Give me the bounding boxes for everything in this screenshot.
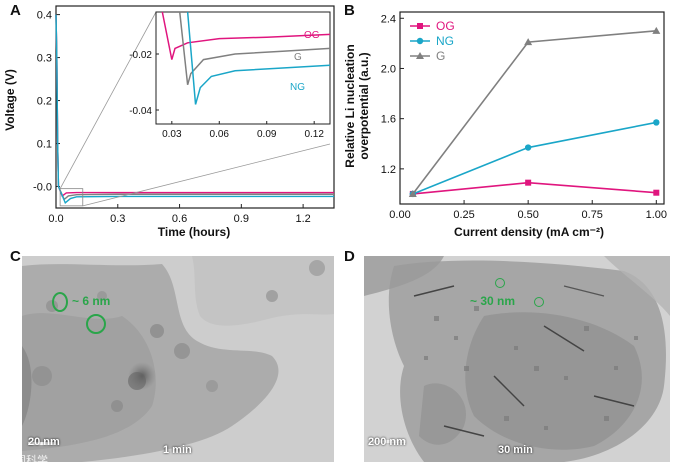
chart-a-xtick-label: 0.3 [110, 213, 125, 225]
tem-texture-c [22, 256, 334, 462]
chart-b-legend-marker [416, 52, 424, 59]
chart-b-legend-label: NG [436, 34, 454, 48]
chart-a-inset-ytick-label: -0.02 [129, 50, 152, 61]
chart-b-ylabel-line2: overpotential (a.u.) [357, 52, 371, 159]
chart-b-xtick-label: 0.50 [517, 209, 538, 221]
chart-b-frame [399, 11, 665, 205]
chart-a-inset-series-label: G [294, 52, 302, 63]
particle-size-annotation-c: ~ 6 nm [72, 294, 111, 308]
chart-b-ytick-label: 1.2 [381, 164, 396, 176]
chart-a-ytick-label: 0.4 [37, 10, 52, 22]
chart-a: Voltage (V) Time (hours) 0.0 0.3 0.6 0.9 1.2… [3, 5, 335, 239]
particle-size-annotation-d: ~ 30 nm [470, 294, 516, 308]
panel-letter-d: D [344, 248, 355, 265]
chart-a-ytick-label: 0.1 [37, 139, 52, 151]
chart-a-inset-series-g [178, 11, 331, 86]
panel-letter-c: C [10, 248, 21, 265]
chart-a-zoom-line [59, 11, 157, 189]
chart-a-inset-xtick-label: 0.06 [210, 129, 230, 140]
chart-b-point-ng [653, 119, 660, 126]
chart-b-legend-label: OG [436, 19, 455, 33]
particle-highlight-ring [495, 278, 505, 288]
chart-a-xtick-label: 0.9 [234, 213, 249, 225]
chart-a-ytick-label: -0.0 [33, 182, 52, 194]
chart-a-inset-xtick-label: 0.09 [257, 129, 277, 140]
chart-b-point-og [525, 179, 532, 186]
chart-b-point-ng [524, 144, 532, 151]
scale-bar-c [28, 442, 54, 445]
chart-b-xtick-label: 0.75 [582, 209, 603, 221]
chart-b-point-g [652, 26, 661, 34]
tem-micrograph-d: ~ 30 nm 200 nm 30 min [364, 256, 670, 462]
chart-b-point-g [408, 189, 417, 197]
chart-b-point-og [653, 189, 660, 196]
chart-a-zoom-line [82, 143, 331, 207]
chart-a-ytick-label: 0.3 [37, 53, 52, 65]
chart-b-xtick-label: 0.00 [389, 209, 410, 221]
particle-highlight-ring [534, 297, 544, 307]
chart-a-xtick-label: 0.6 [172, 213, 187, 225]
chart-a-ylabel: Voltage (V) [3, 69, 17, 131]
tem-texture-d [364, 256, 670, 462]
chart-a-xtick-label: 1.2 [295, 213, 310, 225]
chart-a-inset-series-label: NG [290, 82, 305, 93]
chart-a-inset-series-ng [186, 11, 331, 105]
chart-a-inset-ytick-label: -0.04 [129, 106, 152, 117]
chart-a-inset-series-og [161, 11, 331, 60]
tem-micrograph-c: ~ 6 nm 20 nm 1 min [22, 256, 334, 462]
chart-a-inset-xtick-label: 0.12 [304, 129, 324, 140]
time-label-c: 1 min [163, 444, 192, 456]
scale-label-d: 200 nm [368, 436, 406, 448]
chart-a-inset-series-label: OG [304, 30, 320, 41]
chart-b-legend-marker [416, 37, 424, 45]
chart-b-ylabel-line1: Relative Li nucleation [344, 44, 357, 167]
panel-letter-b: B [344, 2, 355, 19]
chart-b-series-og [412, 181, 657, 195]
chart-b-ytick-label: 2.4 [381, 13, 396, 25]
chart-b-legend-label: G [436, 49, 445, 63]
chart-a-xlabel: Time (hours) [158, 225, 230, 239]
chart-b-xtick-label: 0.25 [453, 209, 474, 221]
chart-a-inset-xtick-label: 0.03 [162, 129, 182, 140]
chart-b: Relative Li nucleation overpotential (a.… [344, 11, 667, 239]
chart-b-xlabel: Current density (mA cm⁻²) [454, 225, 604, 239]
chart-a-frame [55, 5, 335, 209]
time-label-d: 30 min [498, 444, 533, 456]
chart-a-ytick-label: 0.2 [37, 96, 52, 108]
chart-b-xtick-label: 1.00 [646, 209, 667, 221]
chart-b-ytick-label: 1.6 [381, 114, 396, 126]
particle-highlight-ring [52, 292, 68, 312]
chart-b-point-g [524, 38, 533, 46]
chart-a-xtick-label: 0.0 [48, 213, 63, 225]
watermark: 中国科学 [4, 455, 48, 467]
particle-highlight-ring [86, 314, 106, 334]
chart-b-legend-marker [417, 23, 423, 29]
chart-a-series-ng [55, 14, 334, 204]
chart-a-inset-frame [155, 11, 331, 125]
chart-b-series-g [412, 30, 657, 195]
chart-a-zoom-box [59, 188, 84, 207]
panel-letter-a: A [10, 2, 21, 19]
scale-label-c: 20 nm [28, 436, 60, 448]
scale-bar-d [372, 440, 406, 443]
chart-b-ytick-label: 2.0 [381, 63, 396, 75]
